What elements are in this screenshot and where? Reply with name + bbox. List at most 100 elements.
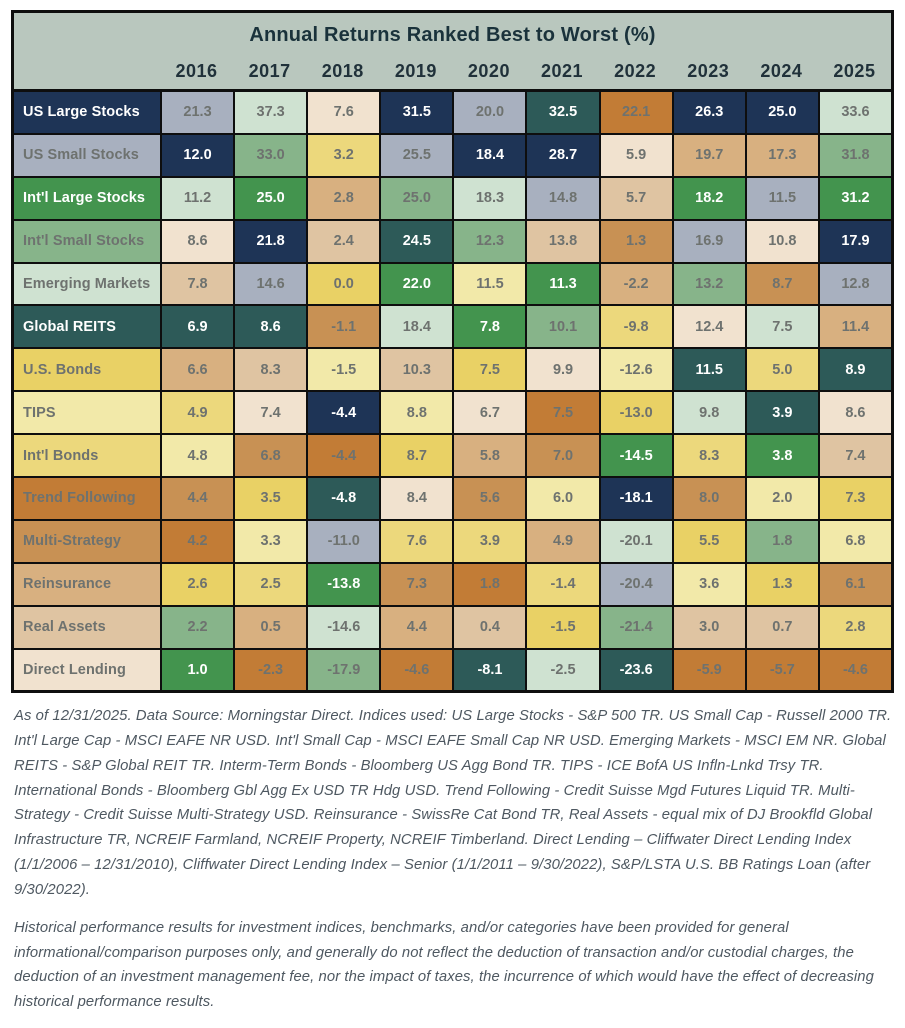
return-cell-2020-rank12-trend: 1.8 [454, 563, 526, 605]
return-cell-2019-rank5-intl_large: 22.0 [381, 263, 453, 305]
return-cell-2017-rank6-reits: 8.6 [235, 306, 307, 348]
return-cell-2016-rank14-intl_large: 1.0 [162, 649, 234, 691]
return-cell-2017-rank11-tips: 3.3 [235, 520, 307, 562]
return-cell-2020-rank3-em: 18.3 [454, 177, 526, 219]
asset-row-label-us_large: US Large Stocks [14, 92, 160, 133]
return-cell-2018-rank12-intl_large: -13.8 [308, 563, 380, 605]
return-cell-2017-rank4-us_large: 21.8 [235, 220, 307, 262]
footnote-sources: As of 12/31/2025. Data Source: Morningst… [14, 708, 892, 898]
return-cell-2024-rank8-reits: 3.9 [746, 392, 818, 434]
return-cell-2016-rank12-us_bonds: 2.6 [162, 563, 234, 605]
return-cell-2024-rank13-real_assets: 0.7 [746, 606, 818, 648]
return-cell-2023-rank5-intl_small: 13.2 [673, 263, 745, 305]
return-cell-2024-rank12-us_bonds: 1.3 [746, 563, 818, 605]
table-title: Annual Returns Ranked Best to Worst (%) [249, 24, 656, 46]
return-cell-2016-rank4-direct_lending: 8.6 [162, 220, 234, 262]
returns-grid: US Large Stocks 21.3 37.3 7.6 31.5 20.0 32.5 22… [14, 89, 891, 691]
table-header: Annual Returns Ranked Best to Worst (%) … [14, 13, 891, 89]
return-cell-2020-rank9-reinsurance: 5.8 [454, 435, 526, 477]
return-cell-2024-rank6-em: 7.5 [746, 306, 818, 348]
return-cell-2021-rank14-em: -2.5 [527, 649, 599, 691]
return-cell-2025-rank3-intl_large: 31.2 [819, 177, 891, 219]
asset-row-label-us_small: US Small Stocks [14, 134, 160, 176]
asset-row-label-trend: Trend Following [14, 478, 160, 519]
return-cell-2023-rank8-em: 9.8 [673, 392, 745, 434]
return-cell-2025-rank2-intl_small: 31.8 [819, 134, 891, 176]
return-cell-2017-rank14-trend: -2.3 [235, 649, 307, 691]
return-cell-2024-rank1-us_large: 25.0 [746, 92, 818, 133]
asset-row-label-direct_lending: Direct Lending [14, 649, 160, 691]
return-cell-2016-rank1-us_small: 21.3 [162, 92, 234, 133]
return-cell-2019-rank14-trend: -4.6 [381, 649, 453, 691]
return-cell-2017-rank9-multi: 6.8 [235, 435, 307, 477]
return-cell-2025-rank7-reits: 8.9 [819, 349, 891, 391]
return-cell-2016-rank2-us_large: 12.0 [162, 134, 234, 176]
asset-row-label-multi: Multi-Strategy [14, 520, 160, 562]
year-label-2016: 2016 [175, 61, 218, 81]
return-cell-2016-rank8-intl_bonds: 4.9 [162, 392, 234, 434]
asset-row-label-reits: Global REITS [14, 306, 160, 348]
return-cell-2020-rank6-intl_large: 7.8 [454, 306, 526, 348]
return-cell-2021-rank12-intl_bonds: -1.4 [527, 563, 599, 605]
asset-row-label-tips: TIPS [14, 392, 160, 434]
return-cell-2016-rank11-trend: 4.2 [162, 520, 234, 562]
return-cell-2020-rank10-multi: 5.6 [454, 478, 526, 519]
return-cell-2017-rank10-us_bonds: 3.5 [235, 478, 307, 519]
return-cell-2019-rank3-intl_small: 25.0 [381, 177, 453, 219]
return-cell-2018-rank2-intl_bonds: 3.2 [308, 134, 380, 176]
return-cell-2019-rank7-real_assets: 10.3 [381, 349, 453, 391]
return-cell-2019-rank9-us_bonds: 8.7 [381, 435, 453, 477]
return-cell-2020-rank14-reits: -8.1 [454, 649, 526, 691]
year-label-2019: 2019 [394, 61, 437, 81]
year-label-2021: 2021 [541, 61, 584, 81]
asset-row-label-real_assets: Real Assets [14, 606, 160, 648]
return-cell-2023-rank4-us_small: 16.9 [673, 220, 745, 262]
return-cell-2022-rank4-multi: 1.3 [600, 220, 672, 262]
return-cell-2022-rank6-intl_bonds: -9.8 [600, 306, 672, 348]
return-cell-2020-rank8-direct_lending: 6.7 [454, 392, 526, 434]
return-cell-2022-rank7-tips: -12.6 [600, 349, 672, 391]
return-cell-2020-rank13-real_assets: 0.4 [454, 606, 526, 648]
return-cell-2021-rank9-multi: 7.0 [527, 435, 599, 477]
return-cell-2021-rank13-us_bonds: -1.5 [527, 606, 599, 648]
return-cell-2016-rank3-em: 11.2 [162, 177, 234, 219]
return-cell-2025-rank5-us_small: 12.8 [819, 263, 891, 305]
return-cell-2018-rank5-us_bonds: 0.0 [308, 263, 380, 305]
return-cell-2019-rank6-em: 18.4 [381, 306, 453, 348]
return-cell-2019-rank8-tips: 8.8 [381, 392, 453, 434]
year-label-2023: 2023 [687, 61, 730, 81]
return-cell-2025-rank9-real_assets: 7.4 [819, 435, 891, 477]
return-cell-2024-rank2-reinsurance: 17.3 [746, 134, 818, 176]
return-cell-2022-rank2-direct_lending: 5.9 [600, 134, 672, 176]
return-cell-2021-rank11-reinsurance: 4.9 [527, 520, 599, 562]
return-cell-2022-rank14-reits: -23.6 [600, 649, 672, 691]
return-cell-2025-rank1-em: 33.6 [819, 92, 891, 133]
annual-returns-table: Annual Returns Ranked Best to Worst (%) … [11, 10, 894, 694]
return-cell-2018-rank10-reits: -4.8 [308, 478, 380, 519]
return-cell-2021-rank1-reits: 32.5 [527, 92, 599, 133]
return-cell-2024-rank10-tips: 2.0 [746, 478, 818, 519]
return-cell-2020-rank4-intl_small: 12.3 [454, 220, 526, 262]
return-cell-2024-rank3-us_small: 11.5 [746, 177, 818, 219]
return-cell-2018-rank9-trend: -4.4 [308, 435, 380, 477]
return-cell-2024-rank9-intl_large: 3.8 [746, 435, 818, 477]
return-cell-2019-rank2-us_small: 25.5 [381, 134, 453, 176]
return-cell-2020-rank5-tips: 11.5 [454, 263, 526, 305]
return-cell-2018-rank6-multi: -1.1 [308, 306, 380, 348]
year-label-2017: 2017 [248, 61, 291, 81]
return-cell-2019-rank11-intl_bonds: 7.6 [381, 520, 453, 562]
return-cell-2017-rank8-direct_lending: 7.4 [235, 392, 307, 434]
return-cell-2018-rank7-tips: -1.5 [308, 349, 380, 391]
return-cell-2020-rank11-intl_bonds: 3.9 [454, 520, 526, 562]
return-cell-2022-rank11-em: -20.1 [600, 520, 672, 562]
return-cell-2016-rank9-tips: 4.8 [162, 435, 234, 477]
return-cell-2021-rank5-intl_large: 11.3 [527, 263, 599, 305]
return-cell-2020-rank1-us_small: 20.0 [454, 92, 526, 133]
asset-row-label-intl_small: Int'l Small Stocks [14, 220, 160, 262]
return-cell-2022-rank5-reinsurance: -2.2 [600, 263, 672, 305]
year-label-2024: 2024 [760, 61, 803, 81]
return-cell-2022-rank13-intl_small: -21.4 [600, 606, 672, 648]
return-cell-2016-rank6-reits: 6.9 [162, 306, 234, 348]
return-cell-2018-rank14-intl_small: -17.9 [308, 649, 380, 691]
return-cell-2016-rank5-real_assets: 7.8 [162, 263, 234, 305]
